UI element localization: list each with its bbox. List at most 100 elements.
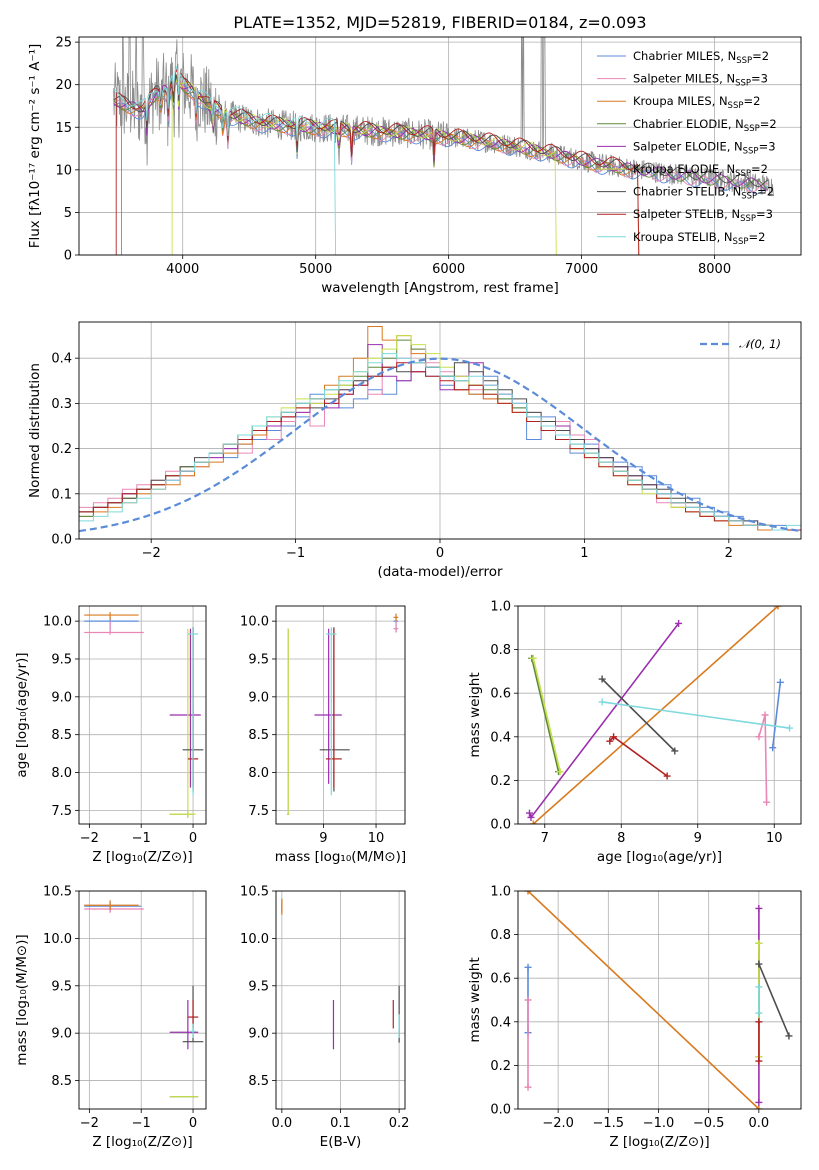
y-tick-label: 0.4 (490, 1015, 511, 1030)
residuals-panel: −2 −1 0 1 2 0.0 0.1 0.2 0.3 0.4 (data-model)/error… (27, 321, 802, 580)
weight-marker (529, 654, 537, 662)
weight-marker (524, 963, 532, 971)
y-tick-label: 7.5 (248, 804, 269, 819)
model-spectrum-kroupa-elodie (171, 79, 557, 255)
x-axis-label: age [log₁₀(age/yr)] (597, 849, 722, 865)
plot-area (84, 612, 204, 818)
x-tick-label: −2 (80, 831, 99, 846)
x-tick-label: −2 (80, 1116, 99, 1131)
x-tick-label: −2.0 (542, 1116, 574, 1131)
x-tick-label: −1 (286, 546, 305, 561)
plot-area (79, 326, 801, 539)
y-tick-label: 7.5 (51, 804, 72, 819)
y-tick-label: 0.0 (51, 533, 72, 548)
weight-line (601, 701, 790, 729)
weight-marker (755, 960, 763, 968)
weight-marker (529, 820, 537, 824)
model-spectrum-salpeter-stelib (115, 69, 640, 255)
weight-marker (663, 772, 671, 780)
x-tick-label: 10 (766, 831, 783, 846)
weight-line (771, 682, 782, 748)
x-axis-label: Z [log₁₀(Z/Z⊙)] (609, 1134, 709, 1150)
spectrum-panel: 4000 5000 6000 7000 8000 0 5 10 15 20 25 wavelength… (27, 36, 802, 296)
weight-marker (774, 606, 782, 610)
y-axis-label: mass weight (467, 957, 483, 1042)
weight-marker (755, 1105, 763, 1109)
axes: −2 −1 0 8.5 9.0 9.5 10.0 10.5 Z [log₁₀(Z/Z⊙)] mas… (14, 885, 207, 1150)
weight-line (532, 658, 561, 772)
axes: −2 −1 0 1 2 0.0 0.1 0.2 0.3 0.4 (data-model)/error… (27, 321, 802, 580)
grid (276, 890, 405, 1109)
axes-frame (517, 605, 802, 825)
weight-line (601, 678, 676, 752)
y-tick-label: 15 (55, 121, 72, 136)
legend-label: Kroupa STELIB, NSSP=2 (633, 230, 765, 247)
weight-marker (755, 1018, 763, 1026)
axes: −2.0 −1.5 −1.0 −0.5 0.0 0.0 0.2 0.4 0.6 0.8 1.0 Z [… (467, 885, 802, 1150)
model-spectrum-salpeter-miles (113, 75, 768, 193)
age-vs-metallicity-panel: −2 −1 0 7.5 8.0 8.5 9.0 9.5 10.0 Z [log₁₀(Z/Z⊙)] a… (14, 605, 207, 865)
axes-frame (275, 605, 406, 825)
y-tick-label: 0.0 (490, 1103, 511, 1118)
x-axis-label: mass [log₁₀(M/M⊙)] (275, 849, 406, 865)
weight-marker (527, 813, 535, 821)
y-tick-label: 0.8 (490, 928, 511, 943)
weight-marker (776, 678, 784, 686)
y-tick-label: 8.5 (248, 728, 269, 743)
x-axis-label: Z [log₁₀(Z/Z⊙)] (92, 849, 192, 865)
weight-marker (755, 733, 763, 741)
legend-label: Chabrier ELODIE, NSSP=2 (633, 117, 777, 134)
x-tick-label: 7000 (565, 262, 598, 277)
weight-vs-age-panel: 7 8 9 10 0.0 0.2 0.4 0.6 0.8 1.0 age [log₁₀(age/yr… (467, 600, 802, 865)
y-tick-label: 0.3 (51, 397, 72, 412)
y-tick-label: 8.5 (248, 1074, 269, 1089)
grid (79, 890, 206, 1109)
x-tick-label: 5000 (299, 262, 332, 277)
y-tick-label: 0.2 (51, 442, 72, 457)
y-tick-label: 10 (55, 163, 72, 178)
axes: 4000 5000 6000 7000 8000 0 5 10 15 20 25 wavelength… (27, 36, 802, 296)
x-tick-label: 4000 (166, 262, 199, 277)
x-tick-label: −1.0 (643, 1116, 675, 1131)
model-spectrum-kroupa-stelib (113, 65, 337, 255)
grid (518, 605, 801, 825)
legend-label: Kroupa MILES, NSSP=2 (633, 94, 760, 111)
weight-marker (524, 1083, 532, 1091)
weight-marker (610, 733, 618, 741)
axes-frame (78, 36, 802, 256)
x-tick-label: 10 (368, 831, 385, 846)
weight-marker (524, 996, 532, 1004)
weight-vs-metallicity-panel: −2.0 −1.5 −1.0 −0.5 0.0 0.0 0.2 0.4 0.6 0.8 1.0 Z [… (467, 885, 802, 1150)
y-tick-label: 9.5 (248, 979, 269, 994)
x-axis-label: (data-model)/error (377, 564, 503, 580)
x-axis-label: E(B-V) (320, 1134, 362, 1150)
y-tick-label: 10.0 (43, 615, 72, 630)
y-tick-label: 9.0 (248, 690, 269, 705)
y-axis-label: mass weight (467, 672, 483, 757)
weight-marker (786, 724, 794, 732)
weight-marker (671, 747, 679, 755)
x-axis-label: wavelength [Angstrom, rest frame] (321, 280, 559, 296)
y-axis-label: Flux [fλ10⁻¹⁷ erg cm⁻² s⁻¹ A⁻¹] (27, 44, 43, 249)
x-axis-label: Z [log₁₀(Z/Z⊙)] (92, 1134, 192, 1150)
y-tick-label: 0.6 (490, 972, 511, 987)
weight-marker (755, 1057, 763, 1065)
legend-label: Salpeter ELODIE, NSSP=3 (633, 139, 776, 156)
y-tick-label: 0.4 (51, 352, 72, 367)
weight-marker (606, 737, 614, 745)
x-tick-label: 2 (725, 546, 733, 561)
weight-marker (761, 711, 769, 719)
x-tick-label: 8 (617, 831, 625, 846)
x-tick-label: 7 (541, 831, 549, 846)
weight-line (532, 606, 779, 824)
x-tick-label: −1 (132, 831, 151, 846)
x-tick-label: −1 (132, 1116, 151, 1131)
x-tick-label: 0.1 (330, 1116, 351, 1131)
y-tick-label: 0.2 (490, 1059, 511, 1074)
y-tick-label: 0 (64, 249, 72, 264)
weight-marker (755, 1009, 763, 1017)
y-tick-label: 10.5 (240, 885, 269, 900)
y-axis-label: age [log₁₀(age/yr)] (14, 652, 30, 777)
x-tick-label: 0 (189, 1116, 197, 1131)
y-tick-label: 0.0 (490, 818, 511, 833)
